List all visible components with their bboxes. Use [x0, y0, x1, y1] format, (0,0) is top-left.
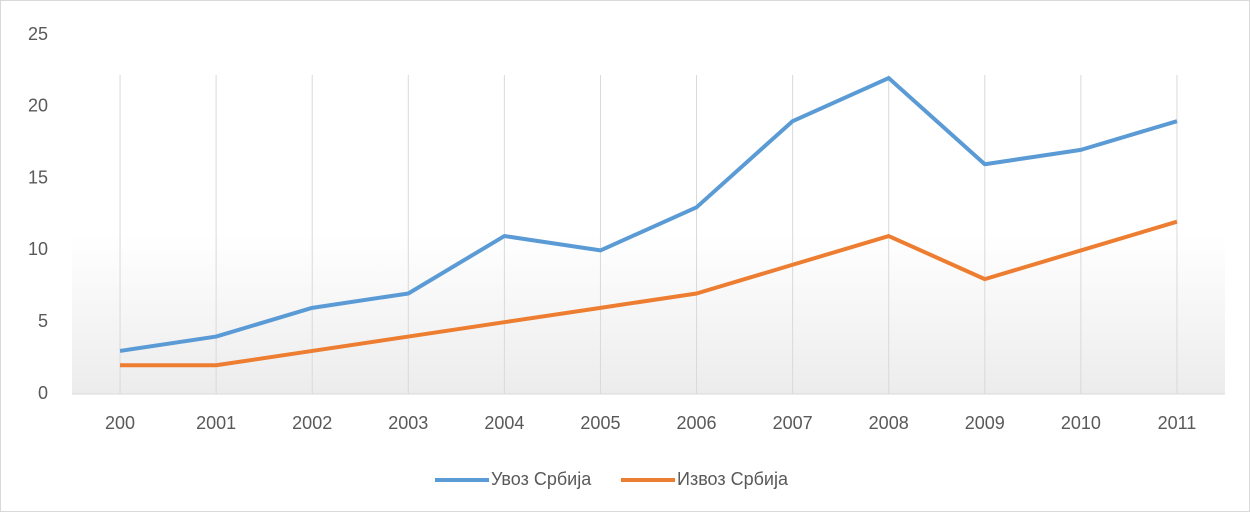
x-tick-label: 2010	[1061, 413, 1101, 433]
x-tick-label: 2005	[580, 413, 620, 433]
y-tick-label: 10	[28, 239, 48, 259]
x-tick-label: 2002	[292, 413, 332, 433]
x-tick-label: 2009	[965, 413, 1005, 433]
y-tick-label: 0	[38, 383, 48, 403]
y-tick-label: 20	[28, 96, 48, 116]
x-tick-label: 2007	[773, 413, 813, 433]
y-tick-label: 25	[28, 24, 48, 44]
x-tick-label: 200	[105, 413, 135, 433]
plot-shade	[72, 235, 1225, 394]
x-tick-label: 2011	[1158, 413, 1197, 433]
x-tick-label: 2004	[484, 413, 524, 433]
y-tick-label: 5	[38, 311, 48, 331]
line-series	[119, 76, 1178, 353]
line-series	[120, 219, 1178, 368]
x-tick-label: 2006	[677, 413, 717, 433]
legend-label: Извоз Србија	[677, 469, 789, 489]
x-tick-label: 2001	[196, 413, 236, 433]
y-tick-label: 15	[28, 167, 48, 187]
x-tick-label: 2003	[388, 413, 428, 433]
legend-label: Увоз Србија	[491, 469, 592, 489]
x-tick-label: 2008	[869, 413, 909, 433]
